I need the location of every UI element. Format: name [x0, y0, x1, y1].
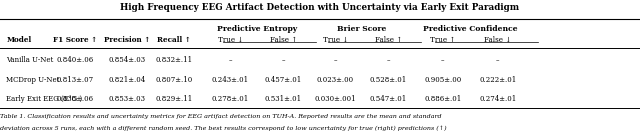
Text: Predictive Confidence: Predictive Confidence — [423, 25, 518, 34]
Text: False ↑: False ↑ — [270, 36, 297, 44]
Text: 0.832±.11: 0.832±.11 — [156, 56, 193, 64]
Text: Model: Model — [6, 36, 31, 44]
Text: True ↓: True ↓ — [218, 36, 243, 44]
Text: 0.807±.10: 0.807±.10 — [156, 76, 193, 84]
Text: F1 Score ↑: F1 Score ↑ — [53, 36, 98, 44]
Text: –: – — [441, 56, 445, 64]
Text: 0.854±.03: 0.854±.03 — [108, 56, 145, 64]
Text: –: – — [228, 56, 232, 64]
Text: Recall ↑: Recall ↑ — [157, 36, 191, 44]
Text: 0.457±.01: 0.457±.01 — [265, 76, 302, 84]
Text: 0.829±.11: 0.829±.11 — [156, 95, 193, 103]
Text: False ↑: False ↑ — [375, 36, 402, 44]
Text: 0.274±.01: 0.274±.01 — [479, 95, 516, 103]
Text: Predictive Entropy: Predictive Entropy — [217, 25, 297, 34]
Text: 0.023±.00: 0.023±.00 — [317, 76, 354, 84]
Text: Precision ↑: Precision ↑ — [104, 36, 150, 44]
Text: 0.243±.01: 0.243±.01 — [212, 76, 249, 84]
Text: –: – — [282, 56, 285, 64]
Text: 0.813±.07: 0.813±.07 — [57, 76, 94, 84]
Text: 0.531±.01: 0.531±.01 — [265, 95, 302, 103]
Text: High Frequency EEG Artifact Detection with Uncertainty via Early Exit Paradigm: High Frequency EEG Artifact Detection wi… — [120, 3, 520, 12]
Text: False ↓: False ↓ — [484, 36, 511, 44]
Text: True ↓: True ↓ — [323, 36, 348, 44]
Text: 0.840±.06: 0.840±.06 — [57, 56, 94, 64]
Text: –: – — [496, 56, 500, 64]
Text: MCDrop U-Net: MCDrop U-Net — [6, 76, 60, 84]
Text: 0.905±.00: 0.905±.00 — [424, 76, 461, 84]
Text: 0.821±.04: 0.821±.04 — [108, 76, 145, 84]
Text: Brier Score: Brier Score — [337, 25, 387, 34]
Text: –: – — [333, 56, 337, 64]
Text: Vanilla U-Net: Vanilla U-Net — [6, 56, 54, 64]
Text: Early Exit EEG (E¹G ): Early Exit EEG (E¹G ) — [6, 95, 83, 103]
Text: 0.886±.01: 0.886±.01 — [424, 95, 461, 103]
Text: True ↑: True ↑ — [430, 36, 456, 44]
Text: deviation across 5 runs, each with a different random seed. The best results cor: deviation across 5 runs, each with a dif… — [0, 125, 447, 131]
Text: 0.853±.03: 0.853±.03 — [108, 95, 145, 103]
Text: 0.222±.01: 0.222±.01 — [479, 76, 516, 84]
Text: 0.030±.001: 0.030±.001 — [314, 95, 356, 103]
Text: 0.838±.06: 0.838±.06 — [57, 95, 94, 103]
Text: 0.278±.01: 0.278±.01 — [212, 95, 249, 103]
Text: –: – — [387, 56, 390, 64]
Text: 0.528±.01: 0.528±.01 — [370, 76, 407, 84]
Text: Table 1. Classification results and uncertainty metrics for EEG artifact detecti: Table 1. Classification results and unce… — [0, 114, 442, 119]
Text: 0.547±.01: 0.547±.01 — [370, 95, 407, 103]
